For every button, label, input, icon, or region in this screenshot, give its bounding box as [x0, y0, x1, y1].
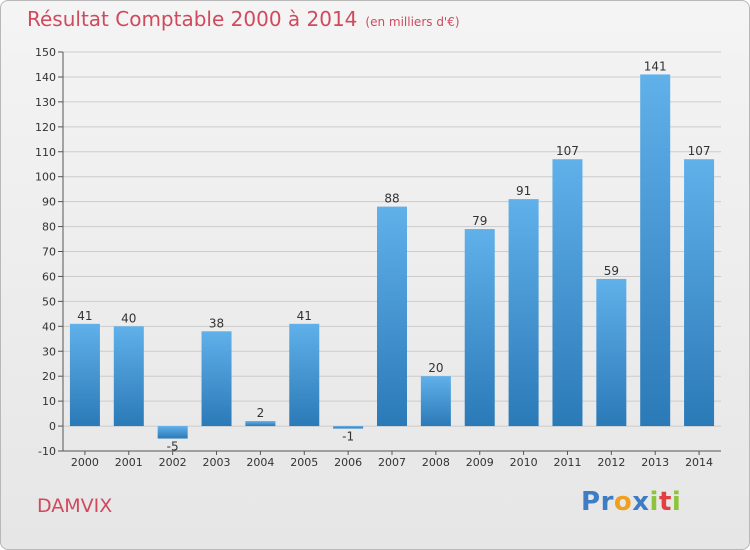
y-tick-label: 90 — [42, 196, 56, 209]
value-label: 141 — [644, 59, 667, 73]
y-tick-label: 100 — [35, 171, 56, 184]
x-tick-label: 2007 — [378, 456, 406, 469]
x-tick-label: 2008 — [422, 456, 450, 469]
bar-2011 — [552, 159, 583, 427]
bar-2005 — [289, 323, 320, 427]
value-label: 91 — [516, 184, 531, 198]
y-tick-label: 120 — [35, 121, 56, 134]
value-label: 40 — [121, 311, 136, 325]
y-tick-label: 40 — [42, 320, 56, 333]
value-label: 79 — [472, 214, 487, 228]
logo-letter: r — [600, 487, 614, 517]
chart-title-text: Résultat Comptable 2000 à 2014 — [27, 7, 358, 31]
x-tick-label: 2010 — [510, 456, 538, 469]
value-label: 2 — [257, 406, 265, 420]
value-label: 107 — [688, 144, 711, 158]
axes: -10 0 10 20 30 40 50 60 70 80 90 100 110 120 130 140 150 — [35, 46, 721, 458]
value-label: 38 — [209, 316, 224, 330]
y-tick-label: -10 — [38, 445, 56, 458]
chart-unit: (en milliers d'€) — [365, 15, 460, 29]
value-label: 88 — [384, 192, 399, 206]
y-tick-label: 80 — [42, 221, 56, 234]
y-tick-label: 30 — [42, 345, 56, 358]
x-tick-label: 2014 — [685, 456, 713, 469]
bar-2004 — [245, 421, 276, 427]
labels: 41 2000 40 2001 -5 2002 38 2003 2 2004 41 2005 -1 200… — [71, 59, 713, 469]
bar-2010 — [508, 199, 539, 427]
value-label: 59 — [604, 264, 619, 278]
commune-name: DAMVIX — [37, 495, 113, 517]
value-label: -1 — [342, 430, 354, 444]
y-tick-label: 60 — [42, 270, 56, 283]
x-tick-label: 2011 — [553, 456, 581, 469]
value-label: 107 — [556, 144, 579, 158]
x-tick-label: 2012 — [597, 456, 625, 469]
bar-2007 — [377, 206, 407, 427]
y-tick-label: 10 — [42, 395, 56, 408]
y-tick-label: 150 — [35, 46, 56, 59]
value-label: -5 — [167, 440, 179, 454]
logo-letter: o — [613, 487, 633, 517]
bar-2009 — [464, 229, 495, 427]
x-tick-label: 2005 — [290, 456, 318, 469]
bar-2002 — [157, 426, 188, 439]
value-label: 41 — [77, 309, 92, 323]
proxiti-logo: Proxiti — [581, 487, 681, 517]
y-tick-label: 130 — [35, 96, 56, 109]
x-tick-label: 2006 — [334, 456, 362, 469]
bar-2003 — [201, 331, 232, 427]
logo-letter: i — [649, 487, 659, 517]
value-label: 41 — [297, 309, 312, 323]
x-tick-label: 2004 — [246, 456, 274, 469]
logo-letter: x — [632, 487, 650, 517]
bars — [69, 74, 715, 439]
logo-letter: i — [671, 487, 682, 517]
x-tick-label: 2002 — [159, 456, 187, 469]
x-tick-label: 2013 — [641, 456, 669, 469]
y-tick-label: 110 — [35, 146, 56, 159]
y-tick-label: 50 — [42, 295, 56, 308]
bar-2006 — [333, 426, 364, 429]
x-tick-label: 2003 — [203, 456, 231, 469]
x-tick-label: 2001 — [115, 456, 143, 469]
bar-2014 — [684, 159, 715, 427]
bar-2012 — [596, 278, 627, 427]
bar-2000 — [69, 323, 100, 427]
value-label: 20 — [428, 361, 443, 375]
bar-2008 — [420, 376, 451, 427]
x-tick-label: 2000 — [71, 456, 99, 469]
x-tick-label: 2009 — [466, 456, 494, 469]
logo-letter: P — [581, 487, 601, 517]
y-tick-label: 20 — [42, 370, 56, 383]
chart-title: Résultat Comptable 2000 à 2014 (en millie… — [27, 7, 460, 31]
bar-2013 — [640, 74, 671, 427]
logo-letter: t — [658, 487, 672, 517]
y-tick-label: 0 — [49, 420, 56, 433]
bar-2001 — [113, 326, 144, 427]
y-tick-label: 70 — [42, 246, 56, 259]
y-tick-label: 140 — [35, 71, 56, 84]
